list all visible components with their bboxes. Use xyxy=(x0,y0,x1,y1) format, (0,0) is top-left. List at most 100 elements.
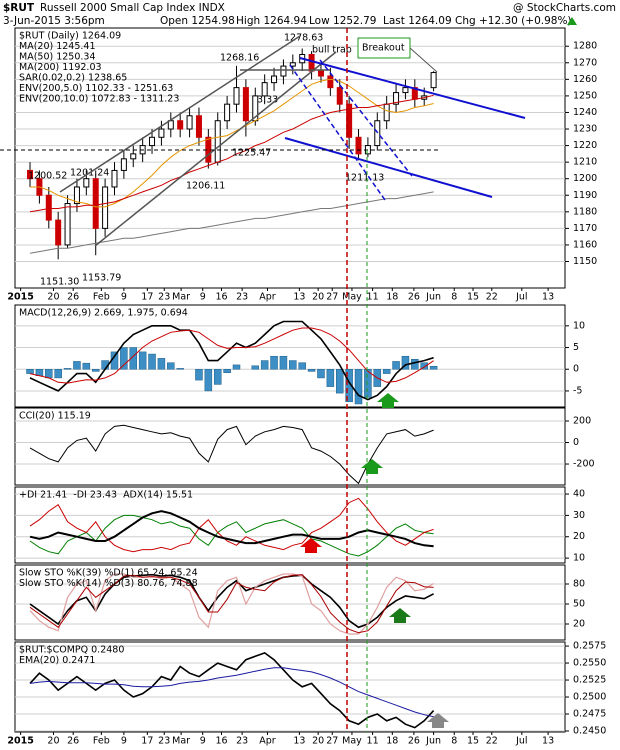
candle-body xyxy=(271,75,278,84)
candle-body xyxy=(224,103,231,122)
annotation: bull trap xyxy=(312,45,352,56)
overlay: Breakout xyxy=(0,28,526,732)
x-tick-label: Jul xyxy=(515,292,527,303)
x-tick-label: 13 xyxy=(293,292,305,303)
y-tick-label: 1180 xyxy=(573,206,597,217)
histogram-bar xyxy=(223,368,231,373)
histogram-bar xyxy=(204,368,213,392)
series-line xyxy=(29,497,434,553)
histogram-bar xyxy=(345,368,353,403)
histogram-bar xyxy=(298,362,306,370)
x-tick-label: Mar xyxy=(172,292,190,303)
x-tick-label: 18 xyxy=(386,736,398,747)
legend-entry: MA(20) 1245.41 xyxy=(19,41,96,52)
x-tick-label: Feb xyxy=(93,736,110,747)
arrow xyxy=(427,713,449,728)
x-tick-label: Mar xyxy=(172,736,190,747)
legend-entry: ADX(14) 15.51 xyxy=(123,490,193,501)
candle-body xyxy=(280,65,287,77)
channel-line xyxy=(94,51,337,247)
x-tick-label: 20 xyxy=(312,736,324,747)
histogram-bar xyxy=(364,368,372,398)
low: Low 1252.79 xyxy=(309,15,376,27)
candle-body xyxy=(45,194,52,221)
annotation: 1211.13 xyxy=(345,173,384,184)
histogram-bar xyxy=(382,368,391,374)
y-tick-label: 0.2475 xyxy=(573,709,606,720)
callout-pointer xyxy=(409,47,438,73)
histogram-bar xyxy=(120,347,128,370)
candle-body xyxy=(102,186,109,229)
x-tick-label: 22 xyxy=(486,292,498,303)
x-tick-label: 20 xyxy=(47,736,59,747)
x-tick-label: 11 xyxy=(367,292,379,303)
change: Chg +12.30 (+0.98%) xyxy=(455,15,572,27)
x-tick-label: 26 xyxy=(67,736,79,747)
histogram-bar xyxy=(157,358,166,370)
histogram-bar xyxy=(167,362,175,370)
x-tick-label: 23 xyxy=(236,736,248,747)
x-tick-label: 9 xyxy=(121,736,127,747)
y-tick-label: 80 xyxy=(573,579,585,590)
y-tick-label: 1210 xyxy=(573,157,597,168)
candle-body xyxy=(92,178,99,229)
y-tick-label: 200 xyxy=(573,416,591,427)
x-tick-label: Jun xyxy=(425,736,441,747)
instrument-name: Russell 2000 Small Cap Index INDX xyxy=(40,2,225,14)
channel-line xyxy=(59,35,301,193)
candle-body xyxy=(83,178,90,188)
panel-frame xyxy=(14,407,566,486)
x-tick-label: 26 xyxy=(408,292,420,303)
annotation: 1151.30 xyxy=(40,277,79,288)
candle-body xyxy=(336,87,343,105)
candle-body xyxy=(383,103,390,122)
panel-frame xyxy=(14,304,566,408)
x-tick-label: 22 xyxy=(486,736,498,747)
histogram-bar xyxy=(420,362,428,370)
histogram-bar xyxy=(307,368,316,372)
legend-entry: MA(200) 1192.03 xyxy=(19,62,102,73)
series-line xyxy=(29,652,435,729)
panels: 1150116011701180119012001210122012301240… xyxy=(7,27,606,747)
legend-entry: $RUT:$COMPQ 0.2480 xyxy=(19,645,124,656)
candle-body xyxy=(55,219,62,246)
y-tick-label: 0.2525 xyxy=(573,675,606,686)
histogram-bar xyxy=(91,368,100,372)
x-tick-label: 27 xyxy=(326,292,338,303)
candle-body xyxy=(73,186,80,205)
x-tick-label: Jun xyxy=(425,292,441,303)
y-tick-label: 0 xyxy=(573,437,579,448)
histogram-bar xyxy=(270,355,278,370)
x-tick-label: 17 xyxy=(141,292,153,303)
histogram-bar xyxy=(289,360,297,370)
candle-body xyxy=(308,53,315,72)
candle-body xyxy=(27,169,34,180)
x-tick-label: Jul xyxy=(515,736,527,747)
x-tick-label: 13 xyxy=(293,736,305,747)
histogram-bar xyxy=(401,355,410,370)
legend-entry: Slow STO %K(39) %D(1) 65.24, 65.24 xyxy=(19,568,198,579)
series-line xyxy=(29,573,434,629)
candle-body xyxy=(64,203,71,246)
y-tick-label: 1280 xyxy=(573,41,597,52)
annotation: 3.33 xyxy=(257,95,278,106)
y-tick-label: -200 xyxy=(573,459,595,470)
histogram-bar xyxy=(26,368,34,374)
series-line xyxy=(29,191,434,254)
y-tick-label: 1260 xyxy=(573,74,597,85)
annotation: 1225.47 xyxy=(232,148,271,159)
x-tick-label: 15 xyxy=(467,736,479,747)
x-tick-label: 20 xyxy=(47,292,59,303)
histogram-bar xyxy=(260,360,269,370)
x-tick-label: 17 xyxy=(141,736,153,747)
trend-line xyxy=(319,59,413,177)
y-tick-label: 1270 xyxy=(573,57,597,68)
candle-body xyxy=(327,75,334,89)
histogram-bar xyxy=(195,368,203,381)
histogram-bar xyxy=(335,368,344,394)
y-tick-label: 20 xyxy=(573,531,585,542)
candle-body xyxy=(430,72,437,89)
histogram-bar xyxy=(148,353,156,370)
x-tick-label: 27 xyxy=(326,736,338,747)
